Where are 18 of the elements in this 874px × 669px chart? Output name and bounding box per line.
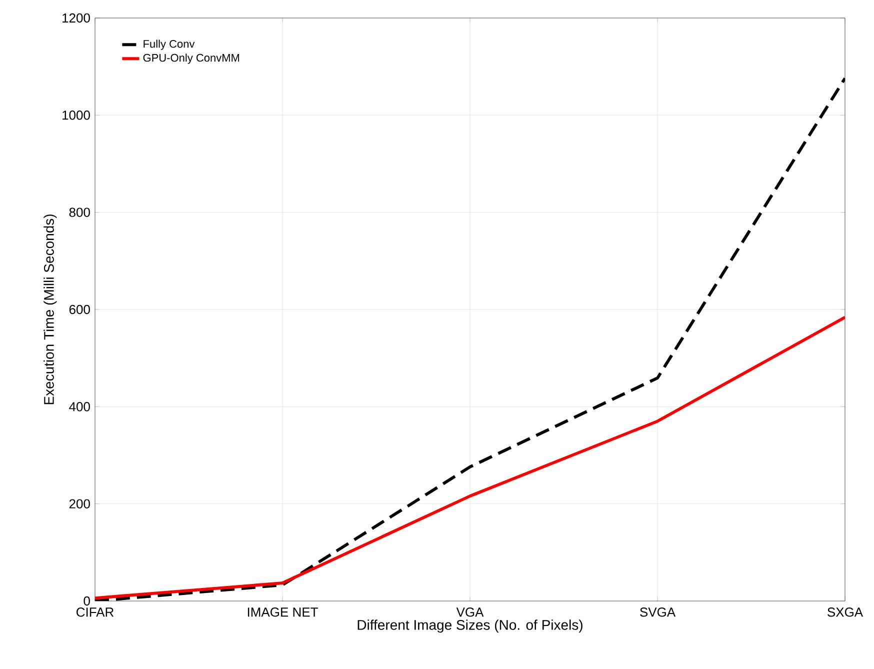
x-tick-label: SVGA [640,608,676,617]
y-tick-label: 600 [69,304,90,314]
legend-label: GPU-Only ConvMM [143,54,240,64]
y-tick-label: 1200 [62,13,90,23]
y-tick-label: 200 [69,499,90,508]
y-axis-title: Execution Time (Milli Seconds) [44,214,57,404]
y-tick-label: 400 [69,402,90,412]
x-tick-label: IMAGE NET [248,608,318,617]
line-series [95,76,846,601]
x-axis-title: Different Image Sizes (No. of Pixels) [358,620,582,633]
x-tick-label: VGA [456,608,484,617]
y-tick-label: 800 [69,208,90,217]
y-tick-label: 0 [84,596,90,606]
legend-label: Fully Conv [144,40,195,50]
line-series [95,316,846,600]
x-tick-label: CIFAR [76,608,114,617]
x-tick-label: SXGA [828,608,864,617]
y-tick-label: 1000 [62,110,90,120]
